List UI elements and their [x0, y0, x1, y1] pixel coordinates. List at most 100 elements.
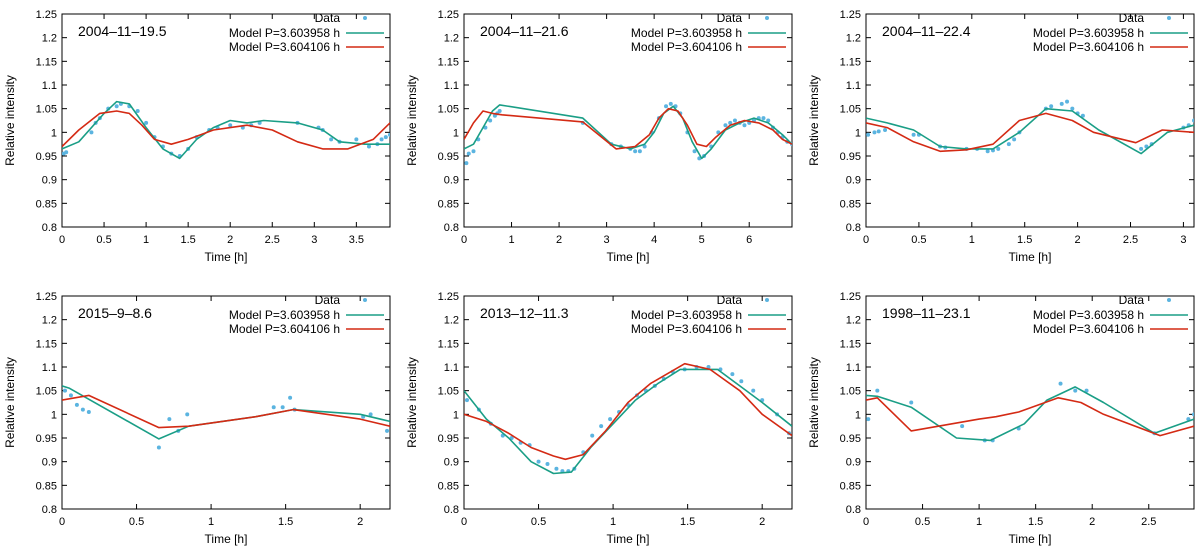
y-tick-label: 0.85 — [840, 480, 861, 492]
data-point — [742, 123, 747, 128]
legend-label-model-a: Model P=3.603958 h — [1033, 308, 1144, 322]
y-tick-label: 0.95 — [36, 151, 57, 163]
x-tick-label: 0 — [863, 234, 869, 246]
panel-title: 1998–11–23.1 — [882, 305, 971, 321]
x-tick-label: 1.5 — [1017, 234, 1032, 246]
y-tick-label: 1 — [855, 409, 861, 421]
y-tick-label: 0.85 — [36, 480, 57, 492]
data-point — [471, 149, 476, 154]
x-tick-label: 3 — [1180, 234, 1186, 246]
data-point — [466, 151, 471, 156]
y-tick-label: 1.1 — [42, 80, 57, 92]
y-tick-label: 0.9 — [444, 175, 459, 187]
y-tick-label: 0.8 — [42, 222, 57, 234]
data-point — [728, 120, 733, 125]
data-point — [664, 104, 669, 109]
y-tick-label: 1.2 — [846, 315, 861, 327]
data-point — [1049, 104, 1054, 109]
plot-frame — [61, 295, 391, 510]
plot-frame — [865, 295, 1195, 510]
y-tick-label: 1.25 — [840, 9, 861, 21]
data-point — [185, 412, 190, 417]
chart-panel-4: 0.8 0.85 0.9 0.95 1 1.05 1.1 1.15 1.2 1.25 0 0.5 1 1.… — [3, 291, 391, 546]
data-point — [280, 405, 285, 410]
model-b-line — [464, 107, 792, 150]
y-axis-label: Relative intensity — [405, 75, 419, 166]
data-point — [960, 424, 965, 429]
chart-panel-3: 0.8 0.85 0.9 0.95 1 1.05 1.1 1.15 1.2 1.25 0 0.5 1 1.… — [807, 9, 1195, 264]
x-tick-label: 5 — [699, 234, 705, 246]
legend-label-data: Data — [717, 293, 743, 307]
x-tick-label: 2.5 — [265, 234, 280, 246]
y-tick-label: 1.15 — [438, 56, 459, 68]
x-tick-label: 0.5 — [915, 516, 930, 528]
data-point — [379, 137, 384, 142]
x-tick-label: 0.5 — [531, 516, 546, 528]
legend-label-model-a: Model P=3.603958 h — [1033, 26, 1144, 40]
y-tick-label: 1.1 — [444, 362, 459, 374]
model-a-line — [62, 100, 390, 160]
y-tick-label: 0.95 — [438, 151, 459, 163]
plot-frame — [463, 295, 793, 510]
y-tick-label: 1.05 — [36, 104, 57, 116]
plot-area — [62, 385, 390, 450]
x-tick-label: 1 — [508, 234, 514, 246]
data-point — [74, 402, 79, 407]
model-b-line — [464, 362, 792, 461]
data-point — [668, 101, 673, 106]
y-tick-label: 0.95 — [438, 433, 459, 445]
data-point — [985, 149, 990, 154]
data-point — [1065, 99, 1070, 104]
data-point — [723, 123, 728, 128]
y-tick-label: 1.25 — [438, 291, 459, 303]
y-tick-label: 0.8 — [846, 504, 861, 516]
x-tick-label: 0 — [461, 234, 467, 246]
data-point — [271, 405, 276, 410]
data-point — [608, 417, 613, 422]
plot-frame — [61, 13, 391, 228]
model-a-line — [62, 385, 390, 440]
x-tick-label: 2 — [227, 234, 233, 246]
x-axis-label: Time [h] — [607, 250, 650, 264]
plot-frame — [463, 13, 793, 228]
x-tick-label: 2 — [556, 234, 562, 246]
x-axis-label: Time [h] — [205, 250, 248, 264]
data-point — [1070, 106, 1075, 111]
y-tick-label: 1.25 — [840, 291, 861, 303]
data-point — [1059, 101, 1064, 106]
data-point — [288, 395, 293, 400]
x-tick-label: 1.5 — [181, 234, 196, 246]
data-point — [488, 118, 493, 123]
plot-area — [464, 101, 792, 166]
data-point — [730, 372, 735, 377]
data-point — [996, 146, 1001, 151]
panel-title: 2004–11–22.4 — [882, 23, 971, 39]
x-tick-label: 2.5 — [1123, 234, 1138, 246]
x-tick-label: 2 — [759, 516, 765, 528]
y-tick-label: 1.2 — [42, 33, 57, 45]
x-tick-label: 2.5 — [1141, 516, 1156, 528]
data-point — [766, 118, 771, 123]
data-point — [545, 462, 550, 467]
chart-panel-1: 0.8 0.85 0.9 0.95 1 1.05 1.1 1.15 1.2 1.25 0 0.5 1 1.… — [3, 9, 391, 264]
y-tick-label: 0.9 — [444, 457, 459, 469]
x-tick-label: 2 — [1089, 516, 1095, 528]
legend-marker-data — [765, 16, 769, 20]
data-point — [68, 393, 73, 398]
panel-title: 2004–11–19.5 — [78, 23, 167, 39]
y-tick-label: 0.85 — [438, 198, 459, 210]
data-point — [536, 459, 541, 464]
model-a-line — [866, 386, 1194, 442]
data-point — [706, 365, 711, 369]
x-tick-label: 0 — [863, 516, 869, 528]
data-point — [354, 137, 359, 142]
legend-label-data: Data — [315, 11, 341, 25]
data-point — [80, 407, 85, 412]
y-tick-label: 1.15 — [840, 56, 861, 68]
y-tick-label: 1.1 — [42, 362, 57, 374]
data-point — [633, 149, 638, 154]
y-tick-label: 1.05 — [438, 386, 459, 398]
